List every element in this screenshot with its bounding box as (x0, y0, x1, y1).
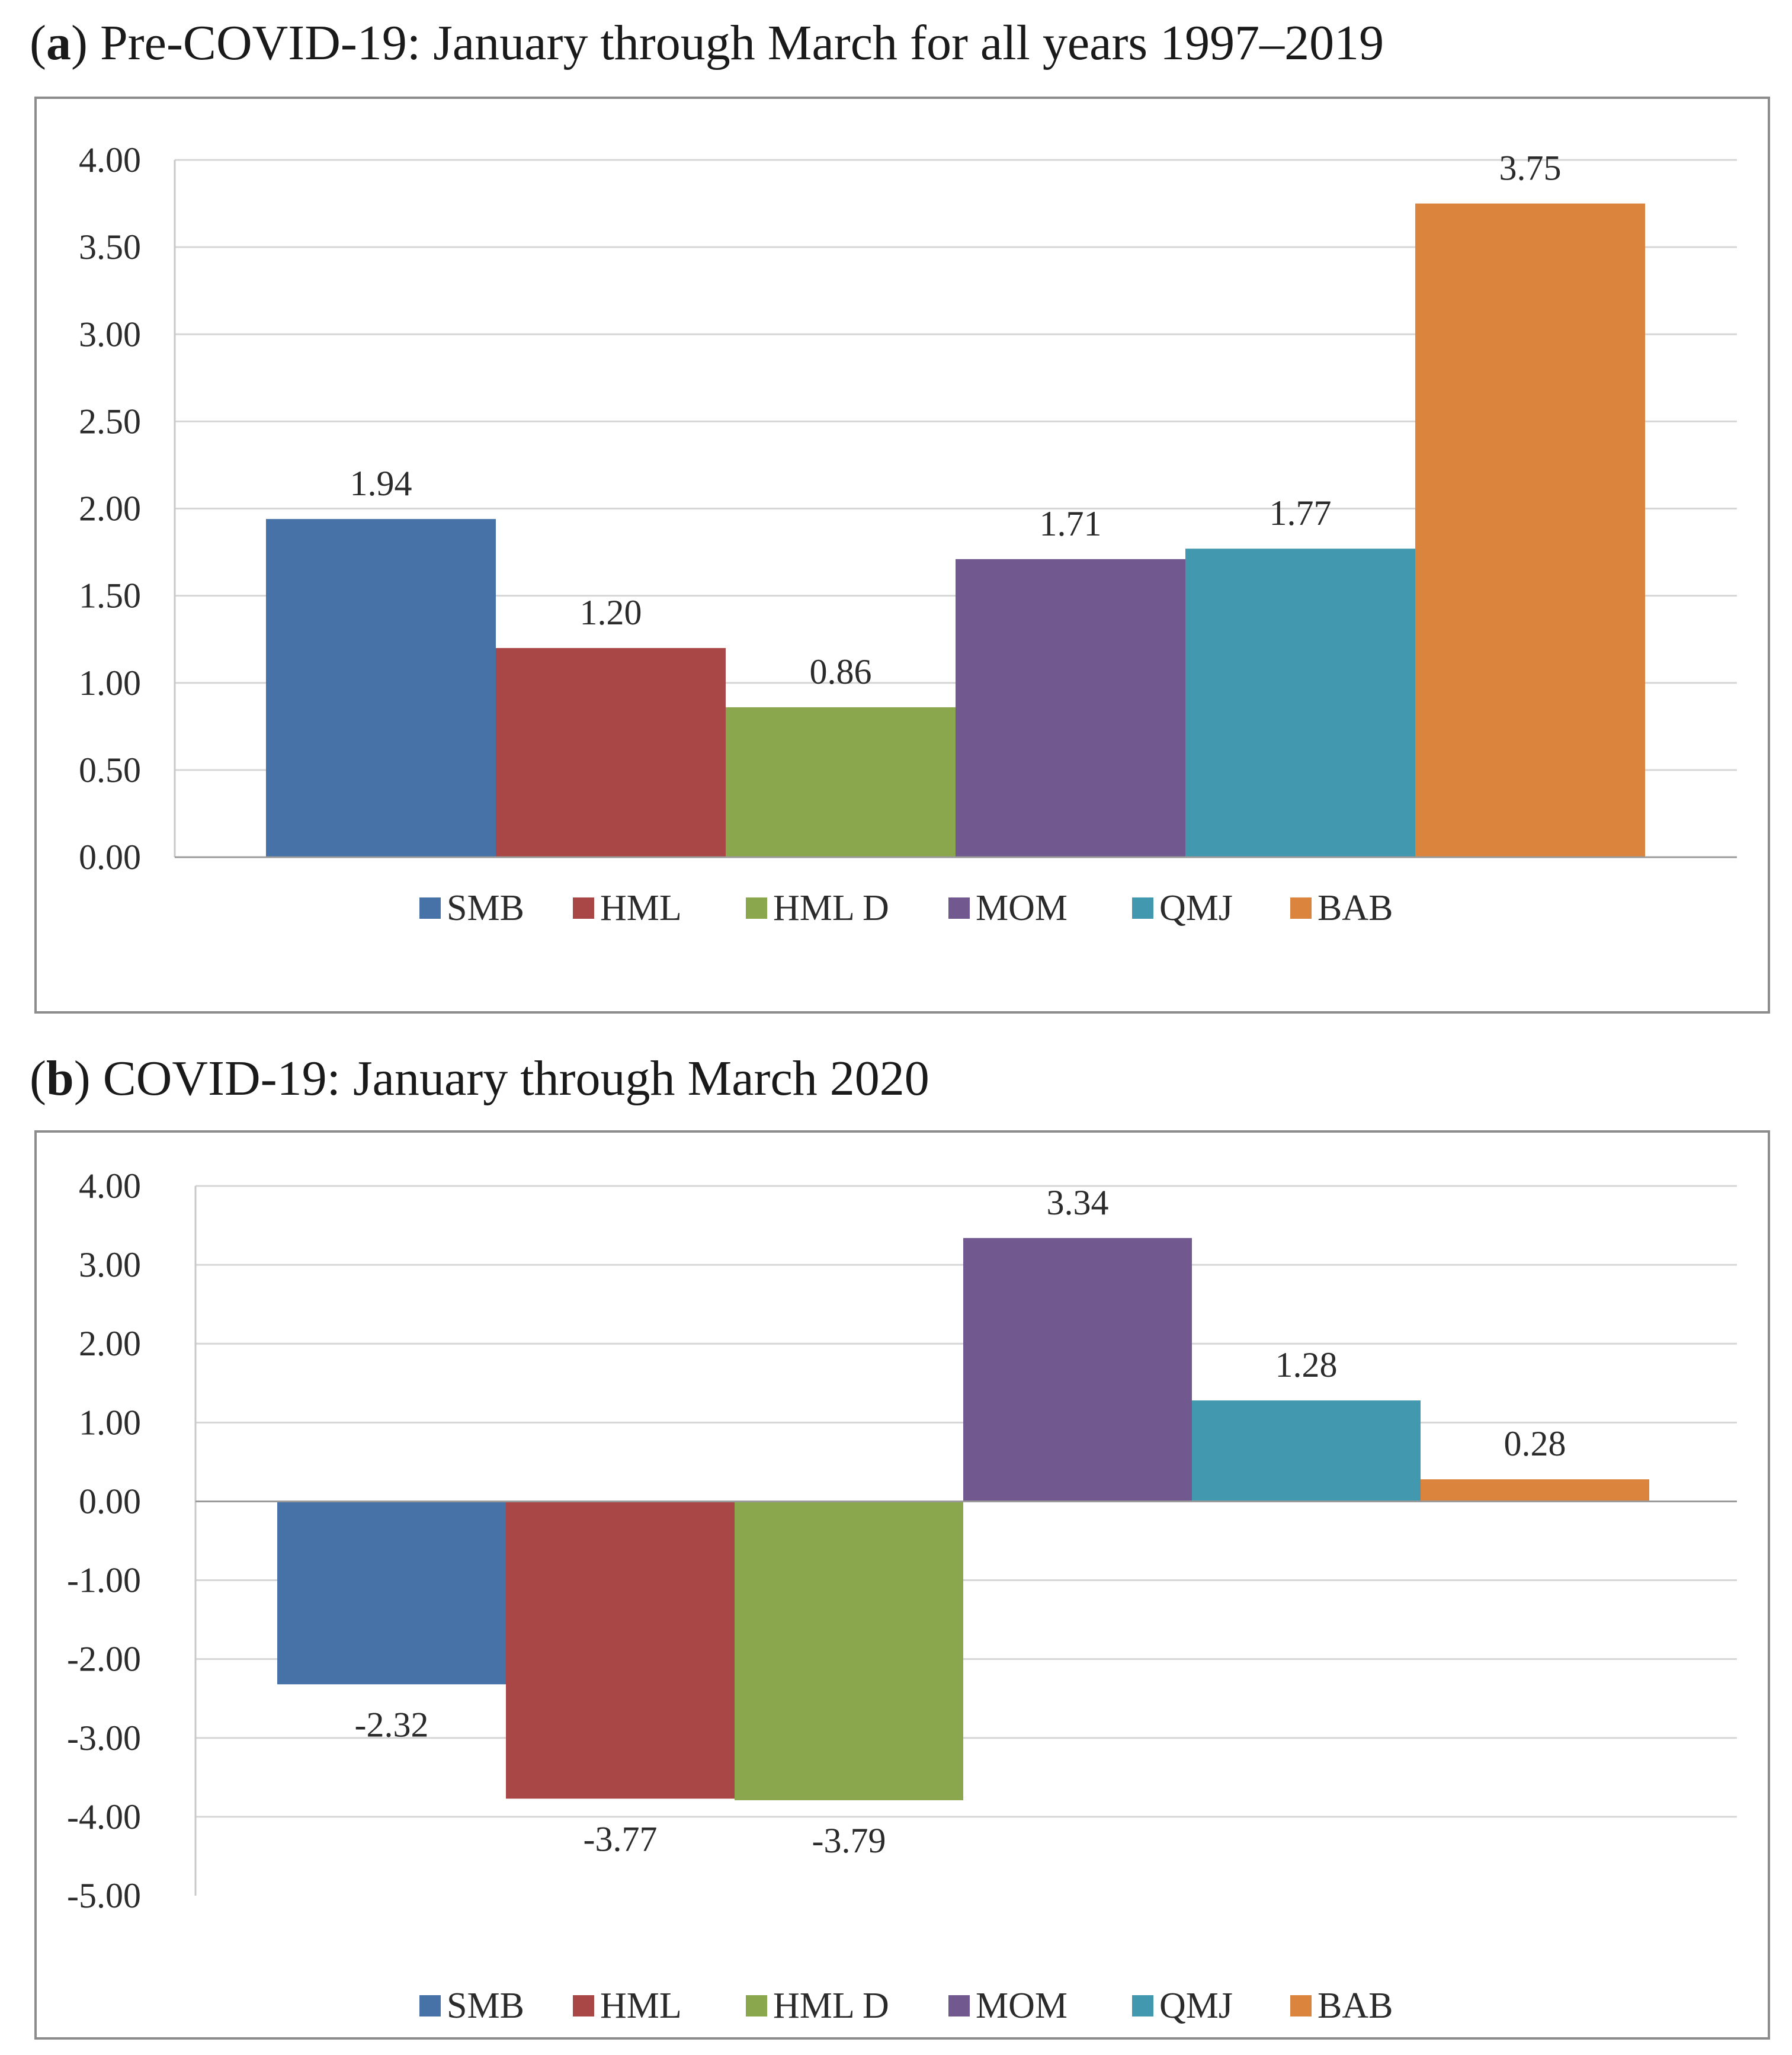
legend-swatch-smb (419, 897, 441, 919)
bar-smb (277, 1501, 506, 1685)
data-label-qmj: 1.28 (1275, 1345, 1338, 1384)
legend-label-bab: BAB (1317, 888, 1393, 928)
panel-b-letter: b (46, 1051, 74, 1106)
chart-a: 0.00 0.50 1.00 1.50 2.00 2.50 3.00 3.50 4.00 1.94… (79, 140, 1737, 928)
legend-swatch-bab (1290, 1995, 1312, 2016)
y-tick-label: -3.00 (67, 1719, 141, 1758)
bar-hml-d (726, 707, 956, 857)
data-label-hml-d: 0.86 (810, 652, 872, 691)
y-tick-label: 1.00 (79, 1403, 141, 1442)
legend-swatch-hml-d (746, 1995, 767, 2016)
bar-bab (1421, 1479, 1649, 1502)
y-tick-label: 0.00 (79, 838, 141, 877)
legend-label-bab: BAB (1317, 1986, 1393, 2026)
bar-qmj (1192, 1400, 1421, 1502)
legend-swatch-smb (419, 1995, 441, 2016)
legend-label-qmj: QMJ (1159, 1986, 1233, 2026)
bar-bab (1415, 203, 1645, 857)
legend-swatch-hml (573, 897, 594, 919)
legend-label-mom: MOM (976, 1986, 1067, 2026)
bar-smb (266, 519, 496, 857)
panel-a-letter: a (46, 15, 71, 70)
panel-b-title: (b) COVID-19: January through March 2020 (30, 1051, 929, 1106)
y-tick-label: 4.00 (79, 140, 141, 179)
y-tick-label: 2.00 (79, 1324, 141, 1363)
legend-swatch-mom (948, 897, 970, 919)
legend-label-hml: HML (600, 888, 682, 928)
legend-label-hml-d: HML D (773, 888, 889, 928)
legend-swatch-bab (1290, 897, 1312, 919)
legend-swatch-hml-d (746, 897, 767, 919)
data-label-hml-d: -3.79 (812, 1821, 886, 1860)
legend-label-hml: HML (600, 1986, 682, 2026)
y-tick-label: 0.50 (79, 751, 141, 790)
y-tick-label: 3.50 (79, 227, 141, 267)
bar-mom (963, 1238, 1192, 1502)
chart-b: -5.00 -4.00 -3.00 -2.00 -1.00 0.00 1.00 2.00 3.0… (67, 1166, 1737, 2026)
panel-a-title: (a) Pre-COVID-19: January through March … (30, 15, 1384, 70)
bar-hml (496, 647, 726, 857)
legend-label-smb: SMB (447, 1986, 524, 2026)
data-label-hml: 1.20 (580, 593, 642, 632)
bar-hml (506, 1501, 735, 1799)
y-tick-label: 0.00 (79, 1482, 141, 1521)
legend-swatch-qmj (1132, 897, 1153, 919)
data-label-bab: 0.28 (1504, 1424, 1566, 1463)
y-tick-label: -5.00 (67, 1876, 141, 1915)
y-tick-label: -2.00 (67, 1640, 141, 1679)
legend-label-qmj: QMJ (1159, 888, 1233, 928)
panel-b-title-text: COVID-19: January through March 2020 (102, 1051, 929, 1106)
legend-swatch-qmj (1132, 1995, 1153, 2016)
y-tick-label: -1.00 (67, 1561, 141, 1600)
bar-hml-d (735, 1501, 963, 1800)
data-label-smb: 1.94 (350, 464, 412, 503)
data-label-qmj: 1.77 (1270, 493, 1332, 533)
legend-swatch-hml (573, 1995, 594, 2016)
y-tick-label: 3.00 (79, 315, 141, 354)
data-label-mom: 3.34 (1047, 1183, 1109, 1222)
y-tick-label: 1.00 (79, 663, 141, 703)
panel-a-title-text: Pre-COVID-19: January through March for … (100, 15, 1384, 70)
data-label-mom: 1.71 (1040, 504, 1102, 543)
y-tick-label: 3.00 (79, 1245, 141, 1284)
bar-qmj (1185, 549, 1415, 857)
bar-mom (956, 559, 1185, 857)
legend-label-mom: MOM (976, 888, 1067, 928)
data-label-smb: -2.32 (355, 1705, 429, 1744)
y-tick-label: -4.00 (67, 1797, 141, 1836)
chart-a-frame: 0.00 0.50 1.00 1.50 2.00 2.50 3.00 3.50 4.00 1.94… (34, 97, 1770, 1014)
y-tick-label: 1.50 (79, 576, 141, 615)
legend-label-hml-d: HML D (773, 1986, 889, 2026)
y-tick-label: 2.50 (79, 402, 141, 441)
y-tick-label: 2.00 (79, 489, 141, 528)
legend-label-smb: SMB (447, 888, 524, 928)
data-label-bab: 3.75 (1499, 149, 1562, 188)
legend-swatch-mom (948, 1995, 970, 2016)
data-label-hml: -3.77 (584, 1819, 658, 1858)
chart-b-frame: -5.00 -4.00 -3.00 -2.00 -1.00 0.00 1.00 2.00 3.0… (34, 1130, 1770, 2040)
y-tick-label: 4.00 (79, 1166, 141, 1206)
